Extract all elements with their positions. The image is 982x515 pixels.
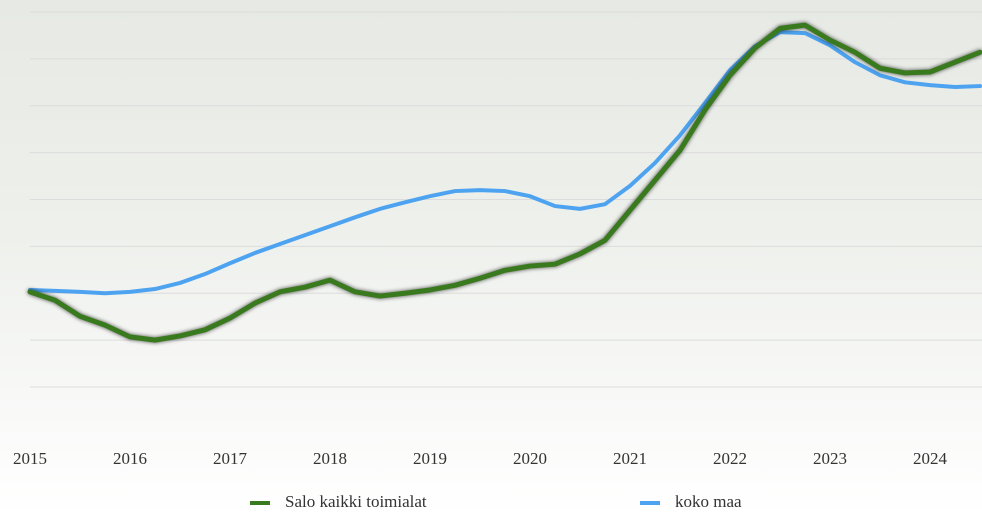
x-tick-label: 2015 [13,449,47,468]
x-tick-label: 2024 [913,449,948,468]
x-tick-label: 2018 [313,449,347,468]
x-tick-label: 2021 [613,449,647,468]
series-line [27,22,982,343]
x-tick-label: 2022 [713,449,747,468]
x-tick-label: 2019 [413,449,447,468]
x-tick-label: 2017 [213,449,248,468]
legend-label: koko maa [675,492,742,511]
series-line [28,30,982,296]
x-tick-label: 2016 [113,449,147,468]
x-tick-label: 2020 [513,449,547,468]
legend-label: Salo kaikki toimialat [285,492,427,511]
x-tick-label: 2023 [813,449,847,468]
